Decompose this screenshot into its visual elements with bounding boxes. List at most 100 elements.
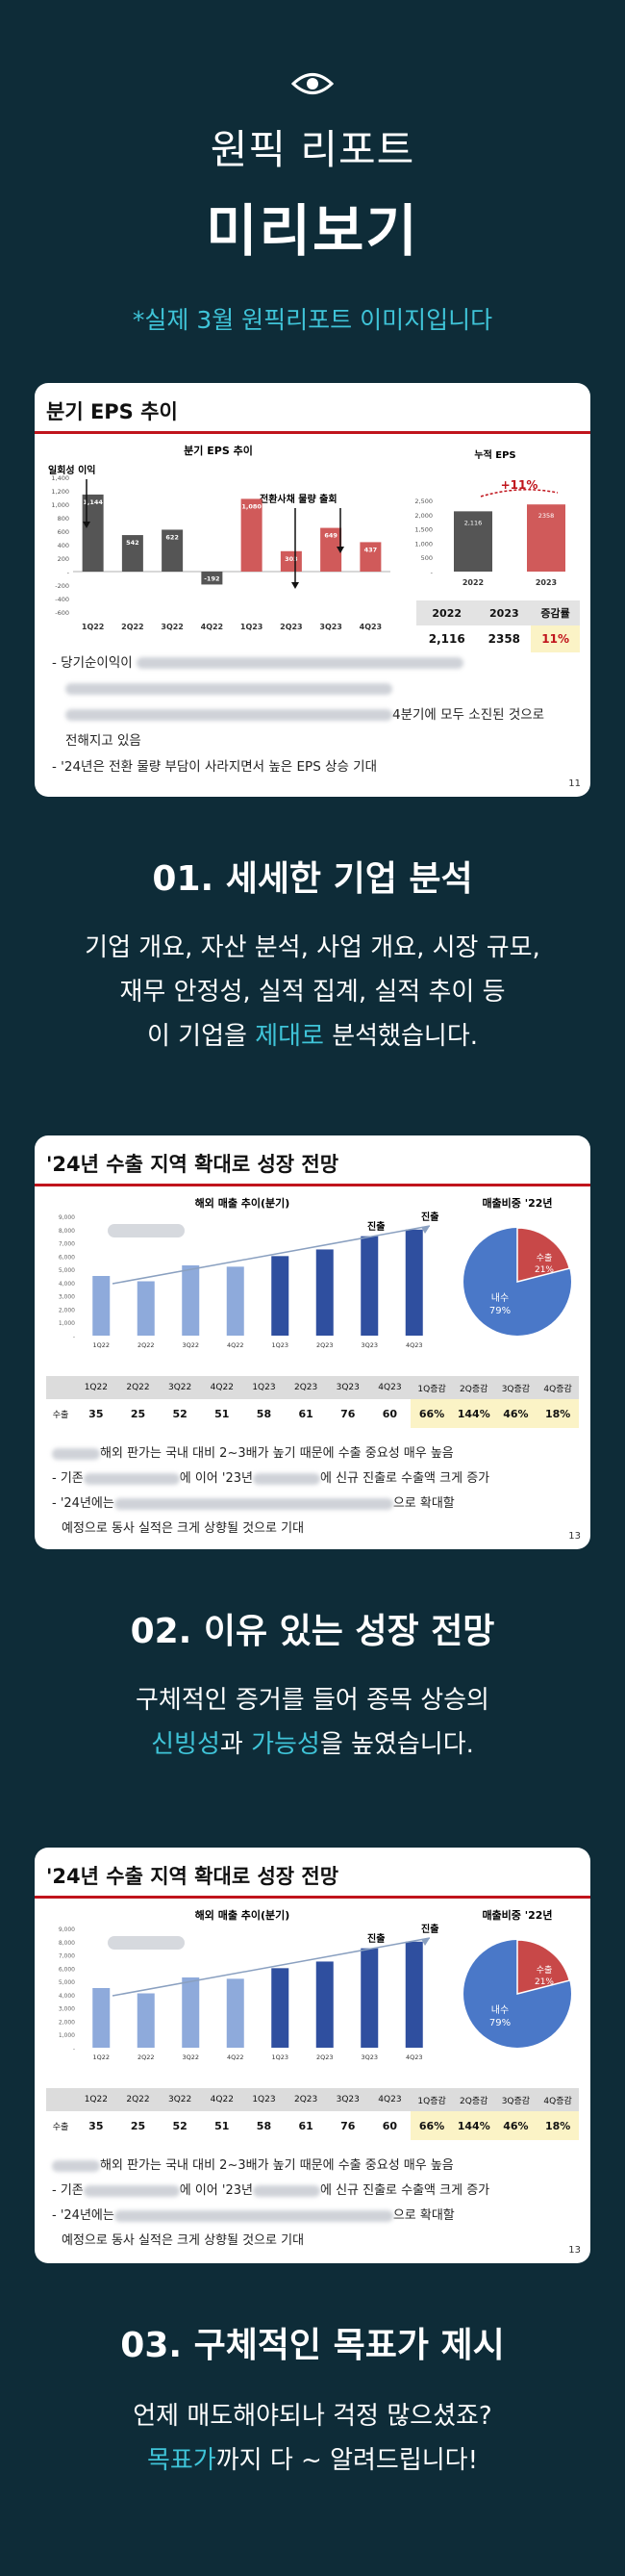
overseas-sales-chart: 해외 매출 추이(분기) 진출 진출 9,000 8,000 7,000 6,000 5… [59, 1196, 439, 1349]
y-tick-label: 9,000 [59, 1926, 75, 1933]
highlight-text: 가능성 [251, 1730, 320, 1759]
table-header: 2Q증감 [452, 1376, 495, 1399]
entry-label: 진출 [421, 1923, 438, 1935]
bar-value-label: 1,144 [83, 498, 103, 506]
growth-cell: 11% [531, 625, 580, 652]
eps-bar [162, 529, 184, 572]
eps-bar [280, 550, 302, 572]
eps-bar [360, 542, 382, 572]
redacted-text [136, 657, 463, 669]
table-header: 2022 [432, 606, 462, 620]
pie-label: 21% [535, 1977, 554, 1987]
y-tick-label: 9,000 [59, 1214, 75, 1221]
table-cell: 66% [411, 2111, 453, 2140]
bar-value-label: 649 [324, 532, 338, 540]
table-cell: 25 [130, 2119, 146, 2132]
redacted-text [113, 1497, 393, 1510]
table-header: 1Q증감 [411, 1376, 453, 1399]
y-tick-label: 1,000 [59, 1320, 75, 1327]
hero-note: *실제 3월 원픽리포트 이미지입니다 [132, 306, 493, 334]
y-tick-label: 5,000 [59, 1267, 75, 1274]
y-tick-label: 7,000 [59, 1241, 75, 1248]
table-header: 2Q23 [293, 1383, 318, 1392]
bullet-item [52, 676, 544, 702]
table-header: 증감률 [540, 607, 570, 620]
y-tick-label: 4,000 [59, 1281, 75, 1288]
x-tick-label: 2Q23 [280, 623, 303, 631]
card-title: '24년 수출 지역 확대로 성장 전망 [46, 1153, 339, 1176]
eps-bullets: - 당기순이익이 4분기에 모두 소진된 것으로 전해지고 있음 - '24년은… [52, 650, 544, 780]
y-tick-label: 2,000 [59, 2019, 75, 2026]
x-tick-label: 2Q23 [316, 1341, 334, 1349]
section-body: 기업 개요, 자산 분석, 사업 개요, 시장 규모, 재무 안정성, 실적 집… [85, 933, 540, 1051]
export-bullets: 해외 판가는 국내 대비 2~3배가 높기 때문에 수출 중요성 매우 높음 -… [52, 1446, 490, 1536]
table-header: 4Q23 [378, 1383, 402, 1392]
hero-title: 미리보기 [206, 198, 419, 264]
sales-bar [182, 1264, 200, 1336]
eps-bar [121, 535, 143, 572]
y-tick-label: -200 [55, 582, 69, 590]
y-tick-label: - [73, 2046, 75, 2053]
sales-bar [405, 1941, 423, 2048]
table-cell: 18% [537, 2111, 579, 2140]
table-header: 3Q22 [168, 2095, 192, 2104]
y-tick-label: - [73, 1334, 75, 1340]
sales-bar [226, 1978, 244, 2048]
table-cell: 66% [411, 1399, 453, 1428]
hero: 원픽 리포트 미리보기 *실제 3월 원픽리포트 이미지입니다 [0, 0, 625, 336]
y-tick-label: 200 [58, 555, 69, 563]
growth-arrow [480, 489, 559, 497]
sales-bar [92, 1988, 111, 2048]
y-tick-label: -600 [55, 609, 69, 617]
sales-bar [182, 1977, 200, 2048]
table-header: 2Q증감 [452, 2088, 495, 2111]
table-cell: 58 [256, 1407, 272, 1420]
table-cell: 2358 [488, 632, 521, 646]
sales-bar [271, 1968, 289, 2048]
export-bullets: 해외 판가는 국내 대비 2~3배가 높기 때문에 수출 중요성 매우 높음 -… [52, 2158, 490, 2248]
redacted-text [108, 1936, 185, 1950]
redacted-text [65, 683, 392, 695]
pie-label: 내수 [491, 1292, 509, 1304]
table-header: 4Q증감 [537, 1376, 579, 1399]
table-header: 2023 [489, 606, 519, 620]
export-report-card-1: '24년 수출 지역 확대로 성장 전망 해외 매출 추이(분기) 진출 진출 … [35, 1135, 590, 1549]
x-tick-label: 2022 [462, 578, 484, 587]
chart-title: 해외 매출 추이(분기) [195, 1196, 290, 1210]
y-tick-label: 3,000 [59, 1294, 75, 1301]
x-tick-label: 1Q22 [82, 623, 105, 631]
overseas-sales-chart: 해외 매출 추이(분기) 진출 진출 9,000 8,000 7,000 6,000 5… [59, 1908, 439, 2061]
x-tick-label: 2023 [536, 578, 557, 587]
export-table: 1Q22 2Q22 3Q22 4Q22 1Q23 2Q23 3Q23 4Q23 1Q증감 2Q증감… [46, 2088, 579, 2140]
table-header: 2Q22 [126, 2095, 150, 2104]
page-number: 13 [568, 2245, 581, 2256]
entry-label: 진출 [421, 1211, 438, 1223]
table-cell: 51 [214, 1407, 230, 1420]
section-body: 언제 매도해야되나 걱정 많으셨죠? 목표가까지 다 ~ 알려드립니다! [133, 2402, 492, 2475]
table-cell: 76 [340, 1407, 356, 1420]
sales-bar [315, 1961, 334, 2048]
section-heading: 02. 이유 있는 성장 전망 [130, 1612, 495, 1651]
export-report-card-2: '24년 수출 지역 확대로 성장 전망 해외 매출 추이(분기) 진출 진출 … [35, 1848, 590, 2263]
table-header: 4Q22 [210, 1383, 234, 1392]
growth-badge: +11% [501, 478, 538, 492]
bullet-item: - '24년은 전환 물량 부담이 사라지면서 높은 EPS 상승 기대 [52, 759, 378, 775]
page-number: 13 [568, 1531, 581, 1542]
table-cell: 46% [494, 2111, 538, 2140]
y-tick-label: 1,500 [414, 526, 433, 534]
table-cell: 144% [452, 2111, 495, 2140]
sales-bar [361, 1948, 379, 2048]
x-tick-label: 2Q22 [121, 623, 144, 631]
table-header: 1Q23 [252, 2095, 276, 2104]
x-tick-label: 2Q23 [316, 2053, 334, 2061]
pie-title: 매출비중 '22년 [482, 1196, 552, 1210]
y-tick-label: 8,000 [59, 1228, 75, 1235]
bar-value-label: 2,116 [464, 519, 483, 526]
x-tick-label: 4Q23 [360, 623, 383, 631]
redacted-text [83, 1472, 180, 1485]
cumulative-table: 2022 2023 증감률 2,116 2358 11% [416, 600, 580, 652]
table-header: 1Q증감 [411, 2088, 453, 2111]
table-cell: 25 [130, 1407, 146, 1420]
pie-label: 79% [489, 1306, 511, 1316]
